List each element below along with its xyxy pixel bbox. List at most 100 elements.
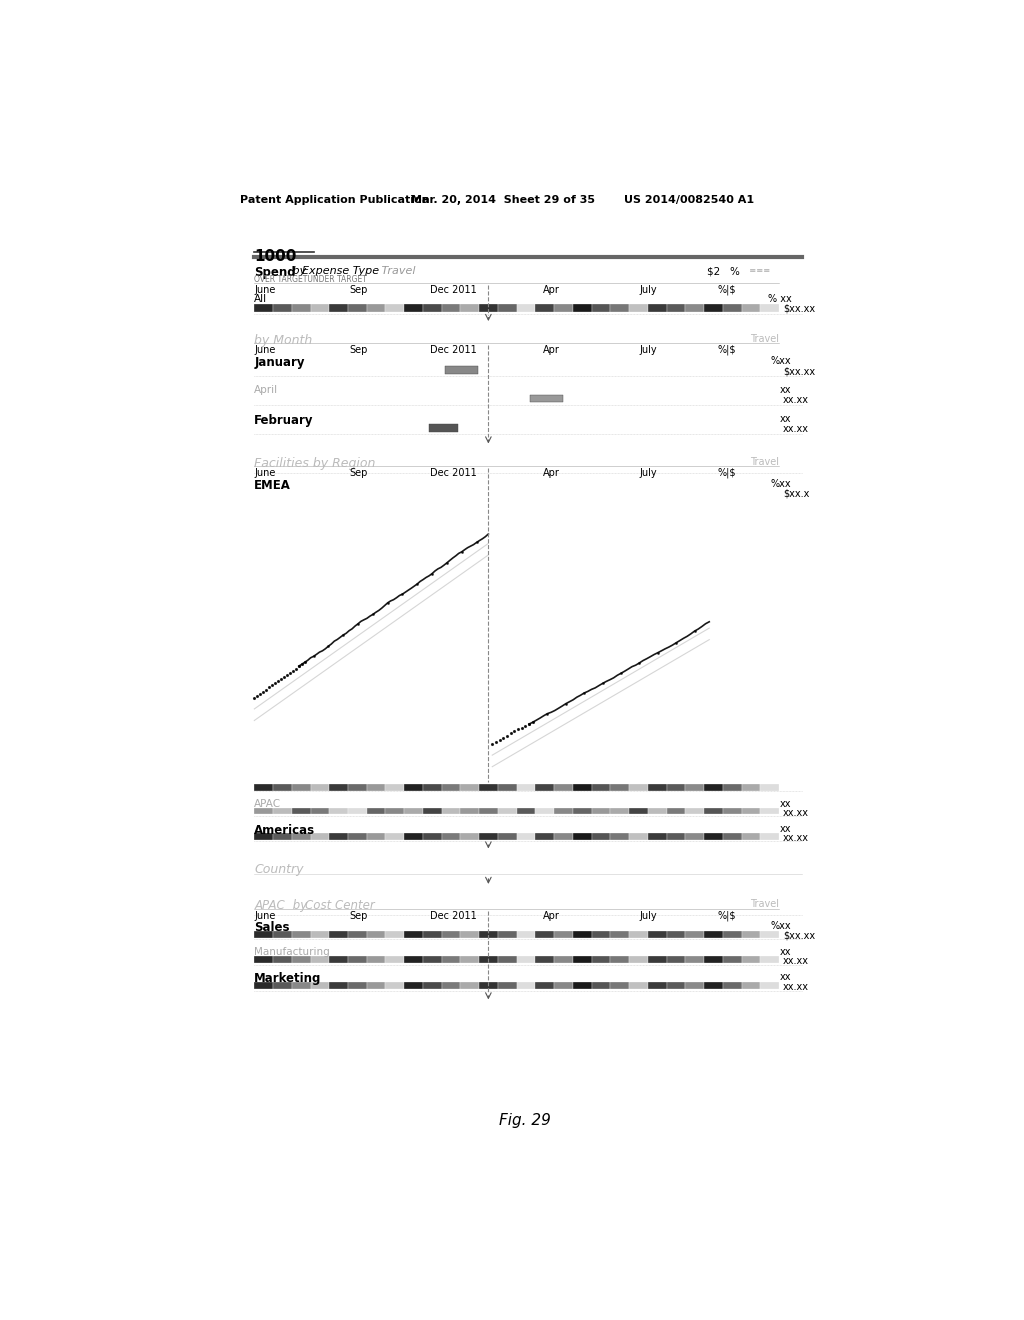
Text: Sep: Sep <box>349 911 368 920</box>
Bar <box>479 956 498 964</box>
Bar <box>254 304 273 312</box>
Bar <box>498 982 517 989</box>
Text: xx: xx <box>780 385 792 395</box>
Text: $xx.xx: $xx.xx <box>783 367 815 376</box>
Bar <box>723 304 741 312</box>
Text: February: February <box>254 414 313 428</box>
Bar <box>292 982 310 989</box>
Text: Apr: Apr <box>543 911 559 920</box>
Text: xx.xx: xx.xx <box>783 982 809 993</box>
Bar <box>310 982 330 989</box>
Text: Fig. 29: Fig. 29 <box>499 1113 551 1129</box>
Bar <box>423 931 441 937</box>
Bar <box>610 808 629 814</box>
Bar <box>498 304 517 312</box>
Text: xx.xx: xx.xx <box>783 833 809 843</box>
Text: %|$: %|$ <box>717 469 735 478</box>
Bar <box>404 808 423 814</box>
Bar <box>461 808 479 814</box>
Bar <box>572 982 592 989</box>
Text: %xx: %xx <box>771 479 792 488</box>
Text: July: July <box>640 345 657 355</box>
Bar <box>572 833 592 840</box>
Bar <box>461 784 479 791</box>
Bar <box>441 808 461 814</box>
Text: xx.xx: xx.xx <box>783 395 809 405</box>
Bar <box>385 956 404 964</box>
Bar <box>517 833 536 840</box>
Bar <box>441 982 461 989</box>
Bar <box>592 304 610 312</box>
Text: 1000: 1000 <box>254 249 297 264</box>
Bar <box>610 304 629 312</box>
Bar <box>648 956 667 964</box>
Bar <box>310 784 330 791</box>
Bar <box>429 424 458 432</box>
Bar <box>498 833 517 840</box>
Bar <box>367 304 385 312</box>
Bar <box>441 931 461 937</box>
Text: % xx: % xx <box>768 294 792 304</box>
Bar <box>685 931 705 937</box>
Bar <box>723 931 741 937</box>
Bar <box>554 982 572 989</box>
Bar <box>310 931 330 937</box>
Bar <box>385 808 404 814</box>
Text: Sep: Sep <box>349 469 368 478</box>
Bar <box>760 833 779 840</box>
Bar <box>629 931 648 937</box>
Text: $xx.x: $xx.x <box>783 488 809 499</box>
Bar <box>723 956 741 964</box>
Bar <box>648 982 667 989</box>
Bar <box>517 956 536 964</box>
Text: US 2014/0082540 A1: US 2014/0082540 A1 <box>624 195 754 206</box>
Bar <box>554 784 572 791</box>
Bar <box>648 784 667 791</box>
Text: UNDER TARGET: UNDER TARGET <box>305 276 367 284</box>
Bar <box>705 956 723 964</box>
Bar <box>723 808 741 814</box>
Text: ≡≡≡: ≡≡≡ <box>744 267 770 275</box>
Bar <box>461 956 479 964</box>
Bar <box>479 808 498 814</box>
Bar <box>610 784 629 791</box>
Bar <box>445 366 477 374</box>
Text: June: June <box>254 285 275 294</box>
Bar <box>536 833 554 840</box>
Bar <box>385 833 404 840</box>
Bar <box>330 982 348 989</box>
Text: APAC: APAC <box>254 899 285 912</box>
Bar <box>461 982 479 989</box>
Bar <box>572 304 592 312</box>
Text: OVER TARGET: OVER TARGET <box>254 276 307 284</box>
Bar <box>330 931 348 937</box>
Text: xx: xx <box>780 946 792 957</box>
Bar <box>330 956 348 964</box>
Text: Marketing: Marketing <box>254 973 322 985</box>
Bar <box>292 304 310 312</box>
Bar <box>705 808 723 814</box>
Bar <box>292 956 310 964</box>
Bar <box>273 931 292 937</box>
Bar <box>292 833 310 840</box>
Bar <box>367 956 385 964</box>
Text: %xx: %xx <box>771 921 792 931</box>
Bar <box>498 784 517 791</box>
Bar <box>423 982 441 989</box>
Bar <box>741 833 760 840</box>
Bar <box>667 982 685 989</box>
Bar <box>404 304 423 312</box>
Bar <box>404 931 423 937</box>
Text: Sep: Sep <box>349 345 368 355</box>
Bar <box>517 931 536 937</box>
Bar <box>572 808 592 814</box>
Bar <box>330 304 348 312</box>
Bar <box>592 956 610 964</box>
Bar <box>572 956 592 964</box>
Bar <box>441 784 461 791</box>
Bar <box>273 982 292 989</box>
Text: Facilities by Region: Facilities by Region <box>254 457 376 470</box>
Bar <box>441 833 461 840</box>
Text: %xx: %xx <box>771 355 792 366</box>
Bar <box>479 833 498 840</box>
